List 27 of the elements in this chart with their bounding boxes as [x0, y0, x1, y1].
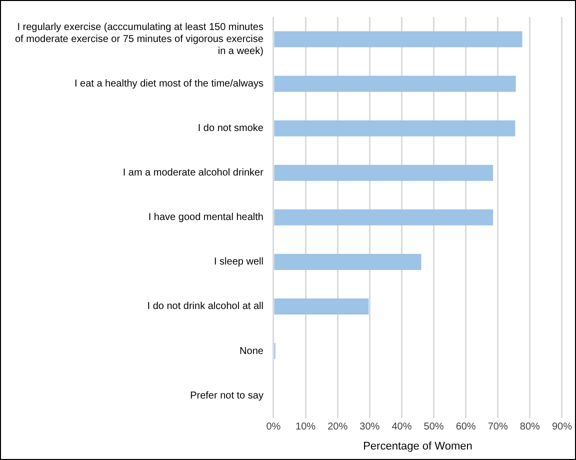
y-tick-label: I am a moderate alcohol drinker	[122, 168, 264, 179]
bar	[274, 298, 369, 314]
bar	[274, 209, 494, 226]
bar	[274, 120, 516, 136]
x-tick-label: 60%	[456, 422, 476, 433]
y-tick-label: I do not smoke	[198, 123, 264, 134]
x-tick-label: 90%	[552, 422, 572, 433]
y-tick-label: I eat a healthy diet most of the time/always	[74, 78, 264, 90]
x-tick-label: 80%	[520, 422, 540, 433]
x-tick-label: 40%	[392, 422, 412, 433]
x-tick-label: 30%	[360, 422, 380, 433]
x-tick-label: 70%	[488, 422, 508, 433]
y-tick-label: None	[240, 346, 264, 357]
x-tick-label: 0%	[266, 422, 281, 433]
x-tick-label: 10%	[296, 422, 316, 433]
x-axis-title: Percentage of Women	[363, 440, 472, 452]
x-tick-label: 20%	[328, 422, 348, 433]
bar	[274, 31, 522, 48]
bar	[274, 76, 516, 92]
y-tick-label: I sleep well	[214, 256, 264, 268]
y-tick-label: I have good mental health	[148, 212, 264, 224]
bar	[274, 164, 494, 181]
y-tick-label: I do not drink alcohol at all	[147, 301, 264, 312]
bar	[274, 254, 422, 270]
y-tick-label: I regularly exercise (acccumulating at least 150 minutes of moderate exercise or 75 minutes of vigorous exercise in a week)	[15, 22, 264, 58]
x-tick-label: 50%	[424, 422, 444, 433]
y-tick-label: Prefer not to say	[190, 390, 264, 402]
